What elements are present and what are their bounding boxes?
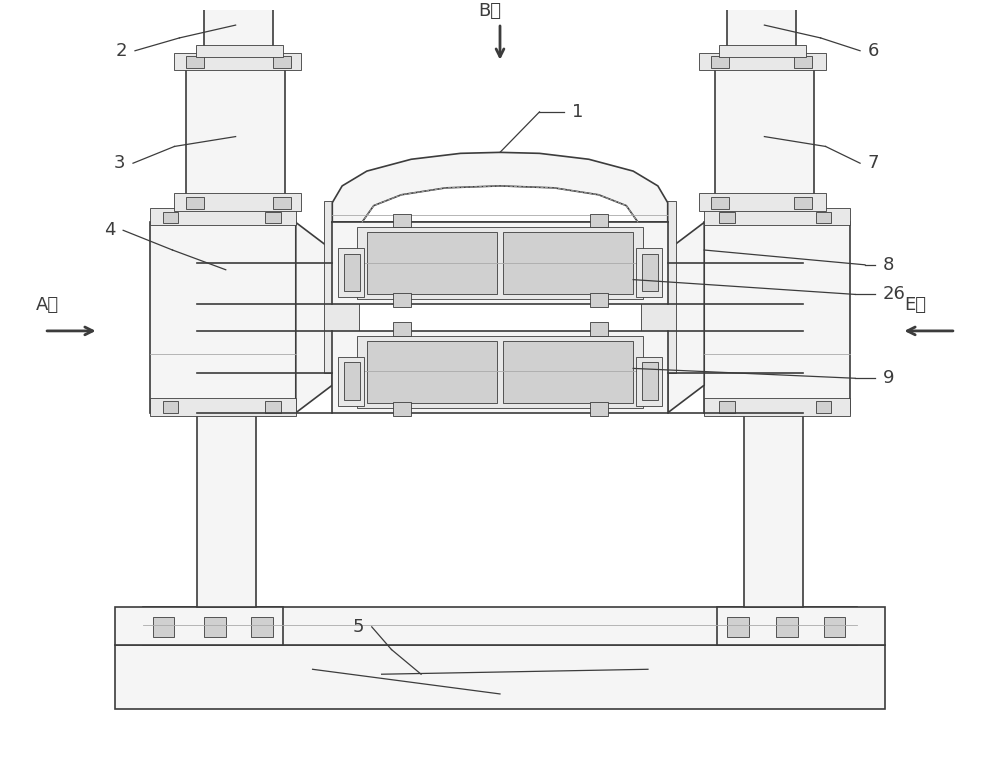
Text: B向: B向 [478, 2, 501, 20]
Bar [150, 398, 296, 416]
Bar [367, 232, 497, 295]
Text: 5: 5 [352, 618, 364, 636]
Bar [357, 336, 643, 408]
Bar [344, 362, 360, 400]
Bar [503, 232, 633, 295]
Bar [727, 617, 749, 637]
Bar [163, 211, 178, 224]
Bar [794, 56, 812, 67]
Bar [711, 56, 729, 67]
Bar [642, 362, 658, 400]
Bar [357, 227, 643, 299]
Bar [186, 66, 285, 208]
Bar [393, 214, 411, 227]
Bar [393, 402, 411, 416]
Bar [332, 222, 668, 304]
Bar [717, 607, 885, 645]
Polygon shape [296, 222, 332, 413]
Bar [332, 331, 668, 413]
Text: 2: 2 [116, 42, 127, 60]
Bar [704, 222, 850, 413]
Bar [174, 193, 301, 211]
Bar [503, 341, 633, 403]
Bar [636, 356, 662, 406]
Bar [393, 294, 411, 307]
Bar [719, 45, 806, 56]
Bar [324, 201, 359, 373]
Polygon shape [668, 222, 704, 413]
Polygon shape [332, 153, 668, 222]
Bar [711, 197, 729, 208]
Bar [776, 617, 798, 637]
Bar [824, 617, 845, 637]
Bar [719, 211, 735, 224]
Text: 1: 1 [572, 103, 583, 121]
Bar [727, 0, 796, 53]
Bar [642, 254, 658, 291]
Bar [115, 645, 885, 709]
Text: 8: 8 [883, 256, 894, 274]
Bar [204, 0, 273, 53]
Bar [704, 398, 850, 416]
Bar [273, 197, 291, 208]
Bar [150, 222, 296, 413]
Bar [590, 294, 608, 307]
Text: 9: 9 [883, 369, 894, 388]
Text: 6: 6 [868, 42, 879, 60]
Bar [704, 208, 850, 225]
Bar [204, 617, 226, 637]
Bar [265, 211, 281, 224]
Bar [816, 211, 831, 224]
Bar [393, 322, 411, 336]
Text: 4: 4 [104, 221, 115, 240]
Bar [338, 248, 364, 298]
Bar [150, 208, 296, 225]
Bar [344, 254, 360, 291]
Bar [636, 248, 662, 298]
Bar [251, 617, 273, 637]
Bar [590, 214, 608, 227]
Bar [196, 45, 283, 56]
Bar [186, 197, 204, 208]
Bar [641, 201, 676, 373]
Bar [174, 53, 301, 70]
Bar [163, 401, 178, 413]
Bar [719, 401, 735, 413]
Bar [699, 193, 826, 211]
Bar [186, 56, 204, 67]
Bar [794, 197, 812, 208]
Text: 3: 3 [114, 154, 125, 172]
Bar [590, 402, 608, 416]
Bar [273, 56, 291, 67]
Bar [590, 322, 608, 336]
Bar [338, 356, 364, 406]
Bar [153, 617, 174, 637]
Bar [115, 607, 283, 645]
Bar [265, 401, 281, 413]
Bar [715, 66, 814, 208]
Text: E向: E向 [904, 296, 926, 314]
Text: 26: 26 [883, 285, 906, 304]
Bar [197, 173, 256, 607]
Text: A向: A向 [36, 296, 59, 314]
Bar [367, 341, 497, 403]
Bar [744, 173, 803, 607]
Bar [816, 401, 831, 413]
Text: 7: 7 [868, 154, 879, 172]
Bar [143, 607, 857, 645]
Bar [699, 53, 826, 70]
